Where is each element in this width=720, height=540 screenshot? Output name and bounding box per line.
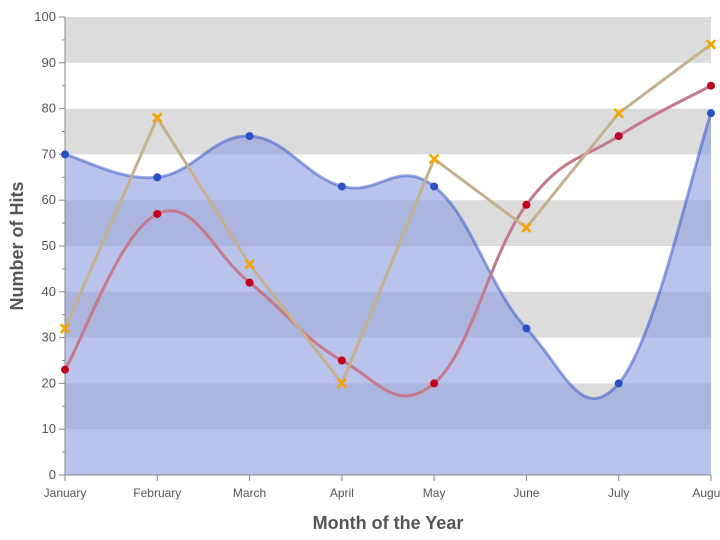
- x-tick-label: April: [330, 486, 354, 500]
- data-point: [245, 132, 254, 141]
- data-point: [521, 222, 532, 233]
- y-tick-label: 30: [42, 330, 56, 345]
- data-point-stroke: [336, 378, 347, 389]
- grid-band: [65, 17, 711, 63]
- data-point-stroke: [152, 112, 163, 123]
- data-point: [430, 379, 439, 388]
- y-tick-label: 10: [42, 421, 56, 436]
- y-tick-label: 70: [42, 146, 56, 161]
- markers: [60, 39, 716, 389]
- data-point: [429, 154, 440, 164]
- y-tick-label: 40: [42, 284, 56, 299]
- data-point: [244, 259, 255, 270]
- data-point: [245, 278, 254, 287]
- data-point: [152, 112, 163, 123]
- grid-band: [65, 108, 711, 155]
- x-axis-title: Month of the Year: [313, 513, 464, 533]
- data-point: [707, 81, 715, 90]
- x-tick-label: June: [513, 486, 539, 500]
- y-tick-label: 0: [49, 467, 56, 482]
- data-point: [61, 365, 69, 374]
- data-point: [61, 150, 69, 159]
- x-tick-label: August: [692, 486, 720, 500]
- series-line-2: [63, 43, 712, 387]
- data-point: [614, 132, 623, 141]
- data-point-stroke: [613, 108, 624, 119]
- data-point-stroke: [429, 154, 440, 164]
- y-tick-label: 80: [42, 101, 56, 116]
- y-tick-label: 20: [42, 375, 56, 390]
- data-point: [153, 209, 162, 218]
- data-point: [706, 39, 716, 50]
- x-tick-label: May: [423, 486, 446, 500]
- data-point-stroke: [706, 39, 716, 50]
- axes: 0 10 20 30 40 50 60 70 80 90 100 January February Mar…: [34, 9, 720, 500]
- x-tick-label: March: [233, 486, 266, 500]
- data-point: [337, 356, 346, 365]
- data-point-stroke: [244, 259, 255, 270]
- x-tick-label: January: [44, 486, 87, 500]
- data-point: [522, 324, 531, 333]
- y-axis-title: Number of Hits: [7, 181, 27, 310]
- y-tick-label: 60: [42, 192, 56, 207]
- data-point: [337, 182, 346, 191]
- data-point: [522, 200, 531, 209]
- y-tick-label: 100: [34, 9, 56, 24]
- data-point: [430, 182, 439, 191]
- y-tick-label: 50: [42, 238, 56, 253]
- data-point: [614, 379, 623, 388]
- x-tick-label: February: [133, 486, 181, 500]
- data-point: [707, 109, 715, 118]
- data-point-stroke: [60, 323, 70, 334]
- y-tick-label: 90: [42, 55, 56, 70]
- series-area-0: [65, 113, 711, 476]
- data-point-stroke: [521, 222, 532, 233]
- data-point: [336, 378, 347, 389]
- data-point: [153, 173, 162, 182]
- data-point: [613, 108, 624, 119]
- data-point: [60, 323, 70, 334]
- x-tick-label: July: [608, 486, 629, 500]
